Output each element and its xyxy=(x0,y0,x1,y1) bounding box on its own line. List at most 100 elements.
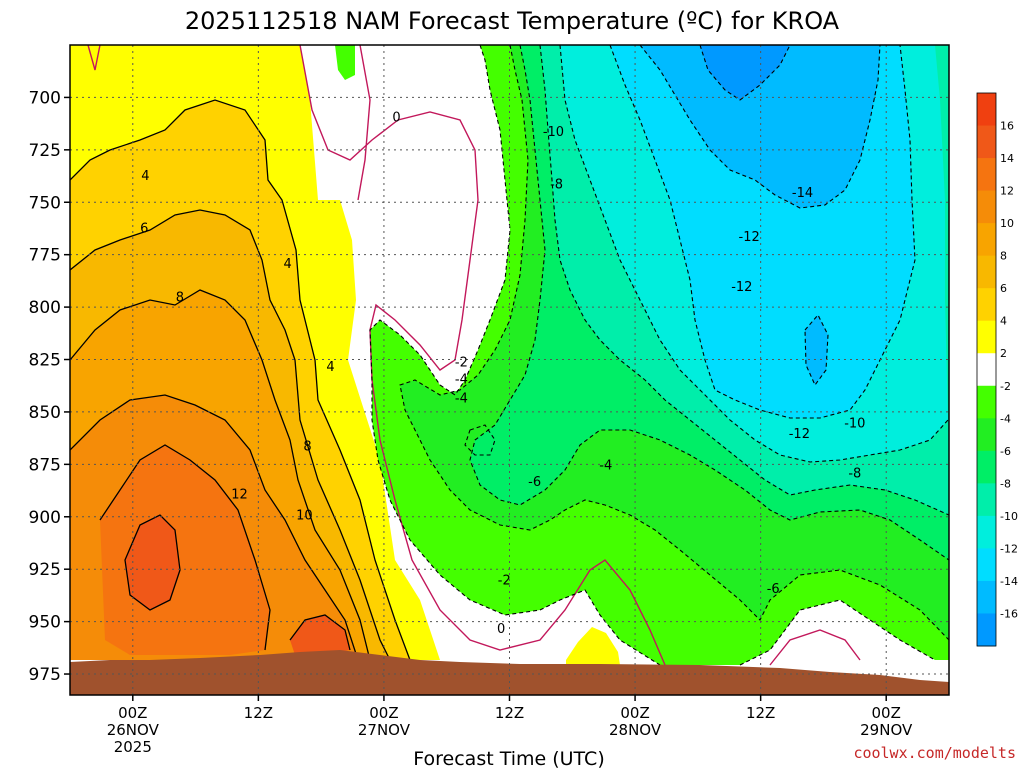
contour-label: -4 xyxy=(455,372,468,387)
colorbar-swatch xyxy=(977,190,996,224)
plot-area xyxy=(69,44,950,696)
contour-label: 4 xyxy=(326,360,334,375)
colorbar-label: 10 xyxy=(1000,217,1014,230)
colorbar-label: 8 xyxy=(1000,250,1007,263)
colorbar-label: 16 xyxy=(1000,120,1014,133)
colorbar-label: 14 xyxy=(1000,152,1014,165)
colorbar-swatch xyxy=(977,483,996,517)
y-tick-label: 850 xyxy=(29,403,61,423)
y-tick-label: 800 xyxy=(29,298,61,318)
y-tick-label: 875 xyxy=(29,455,61,475)
colorbar-swatch xyxy=(977,320,996,354)
colorbar-swatch xyxy=(977,450,996,484)
colorbar-swatch xyxy=(977,418,996,452)
contour-label: 0 xyxy=(392,110,400,125)
y-tick-label: 975 xyxy=(29,665,61,685)
y-tick-label: 750 xyxy=(29,193,61,213)
region-temp-14-16 xyxy=(125,515,180,610)
colorbar-swatch xyxy=(977,223,996,257)
contour-label: 12 xyxy=(231,488,248,503)
colorbar-label: -12 xyxy=(1000,542,1018,555)
colorbar-swatch xyxy=(977,515,996,549)
y-tick-label: 725 xyxy=(29,141,61,161)
contour-label: -6 xyxy=(528,475,541,490)
colorbar-label: -2 xyxy=(1000,380,1011,393)
colorbar-label: 2 xyxy=(1000,347,1007,360)
region-temp-14-16-late xyxy=(290,615,350,655)
contours-cold xyxy=(369,45,949,666)
colorbar-swatch xyxy=(977,548,996,582)
contour-label: -10 xyxy=(543,125,564,140)
x-tick-label: 00Z xyxy=(872,704,901,722)
region-temp-2-4-cell xyxy=(566,627,620,665)
colorbar-swatch xyxy=(977,255,996,289)
x-tick-label: 12Z xyxy=(244,704,273,722)
colorbar-swatch xyxy=(977,125,996,159)
contour-label: -8 xyxy=(848,467,861,482)
colorbar-frame xyxy=(976,92,997,647)
gridlines xyxy=(70,45,949,695)
x-tick-label: 00Z xyxy=(369,704,398,722)
colorbar-swatch xyxy=(977,158,996,192)
contour-label: -4 xyxy=(599,458,612,473)
x-tick-label: 27NOV xyxy=(358,721,411,739)
y-tick-label: 950 xyxy=(29,613,61,633)
colorbar-label: 6 xyxy=(1000,282,1007,295)
x-tick-label: 12Z xyxy=(746,704,775,722)
contour-label: -12 xyxy=(739,230,760,245)
colorbar-swatch xyxy=(977,385,996,419)
x-tick-label: 2025 xyxy=(114,738,152,756)
contour-label: -6 xyxy=(767,582,780,597)
colorbar-label: -10 xyxy=(1000,510,1018,523)
contour-label: 0 xyxy=(497,622,505,637)
contour-label: -4 xyxy=(455,391,468,406)
contour-labels: 46844812100-2-4-4-6-4-20-10-8-14-12-12-1… xyxy=(140,110,865,637)
region-temp-minus14-minus16 xyxy=(640,45,880,385)
y-tick-label: 825 xyxy=(29,351,61,371)
colorbar-label: -4 xyxy=(1000,412,1011,425)
x-tick-label: 28NOV xyxy=(609,721,662,739)
contour-label: 8 xyxy=(176,291,184,306)
colorbar-swatch xyxy=(977,353,996,387)
colorbar-label: -14 xyxy=(1000,575,1018,588)
y-tick-label: 900 xyxy=(29,508,61,528)
contour-label: -10 xyxy=(844,416,865,431)
colorbar-swatch xyxy=(977,580,996,614)
contour-label: 4 xyxy=(141,169,149,184)
contour-label: 8 xyxy=(303,439,311,454)
contour-label: -2 xyxy=(455,356,468,371)
chart-title: 2025112518 NAM Forecast Temperature (ºC)… xyxy=(185,7,840,35)
x-tick-label: 29NOV xyxy=(860,721,913,739)
credit-text: coolwx.com/modelts xyxy=(853,744,1016,762)
colorbar-swatch xyxy=(977,613,996,647)
x-tick-label: 00Z xyxy=(118,704,147,722)
colorbar: 16 14 12 10 8 6 4 2 -2 -4 -6 -8 -10 -12 -14 -16 xyxy=(976,92,1018,647)
x-tick-label: 12Z xyxy=(495,704,524,722)
contour-label: -8 xyxy=(550,177,563,192)
x-tick-label: 26NOV xyxy=(107,721,160,739)
contour-label: 10 xyxy=(296,509,313,524)
x-axis-label: Forecast Time (UTC) xyxy=(413,748,604,768)
contour-label: -14 xyxy=(792,186,813,201)
colorbar-label: 4 xyxy=(1000,315,1007,328)
contour-label: -12 xyxy=(731,280,752,295)
contour-label: -2 xyxy=(498,574,511,589)
colorbar-label: -8 xyxy=(1000,477,1011,490)
contours-freezing xyxy=(87,45,861,666)
colorbar-swatch xyxy=(977,288,996,322)
y-tick-label: 700 xyxy=(29,88,61,108)
y-tick-label: 925 xyxy=(29,560,61,580)
contour-label: 6 xyxy=(140,221,148,236)
contours-warm xyxy=(70,99,411,661)
terrain-ground xyxy=(70,650,949,695)
colorbar-label: 12 xyxy=(1000,185,1014,198)
region-temp-below-minus16 xyxy=(700,45,790,100)
y-axis: 700 725 750 775 800 825 850 875 900 925 950 975 xyxy=(29,88,70,685)
x-tick-label: 00Z xyxy=(620,704,649,722)
contour-label: 4 xyxy=(284,257,292,272)
colorbar-swatch xyxy=(977,93,996,127)
colorbar-label: -16 xyxy=(1000,607,1018,620)
y-tick-label: 775 xyxy=(29,246,61,266)
